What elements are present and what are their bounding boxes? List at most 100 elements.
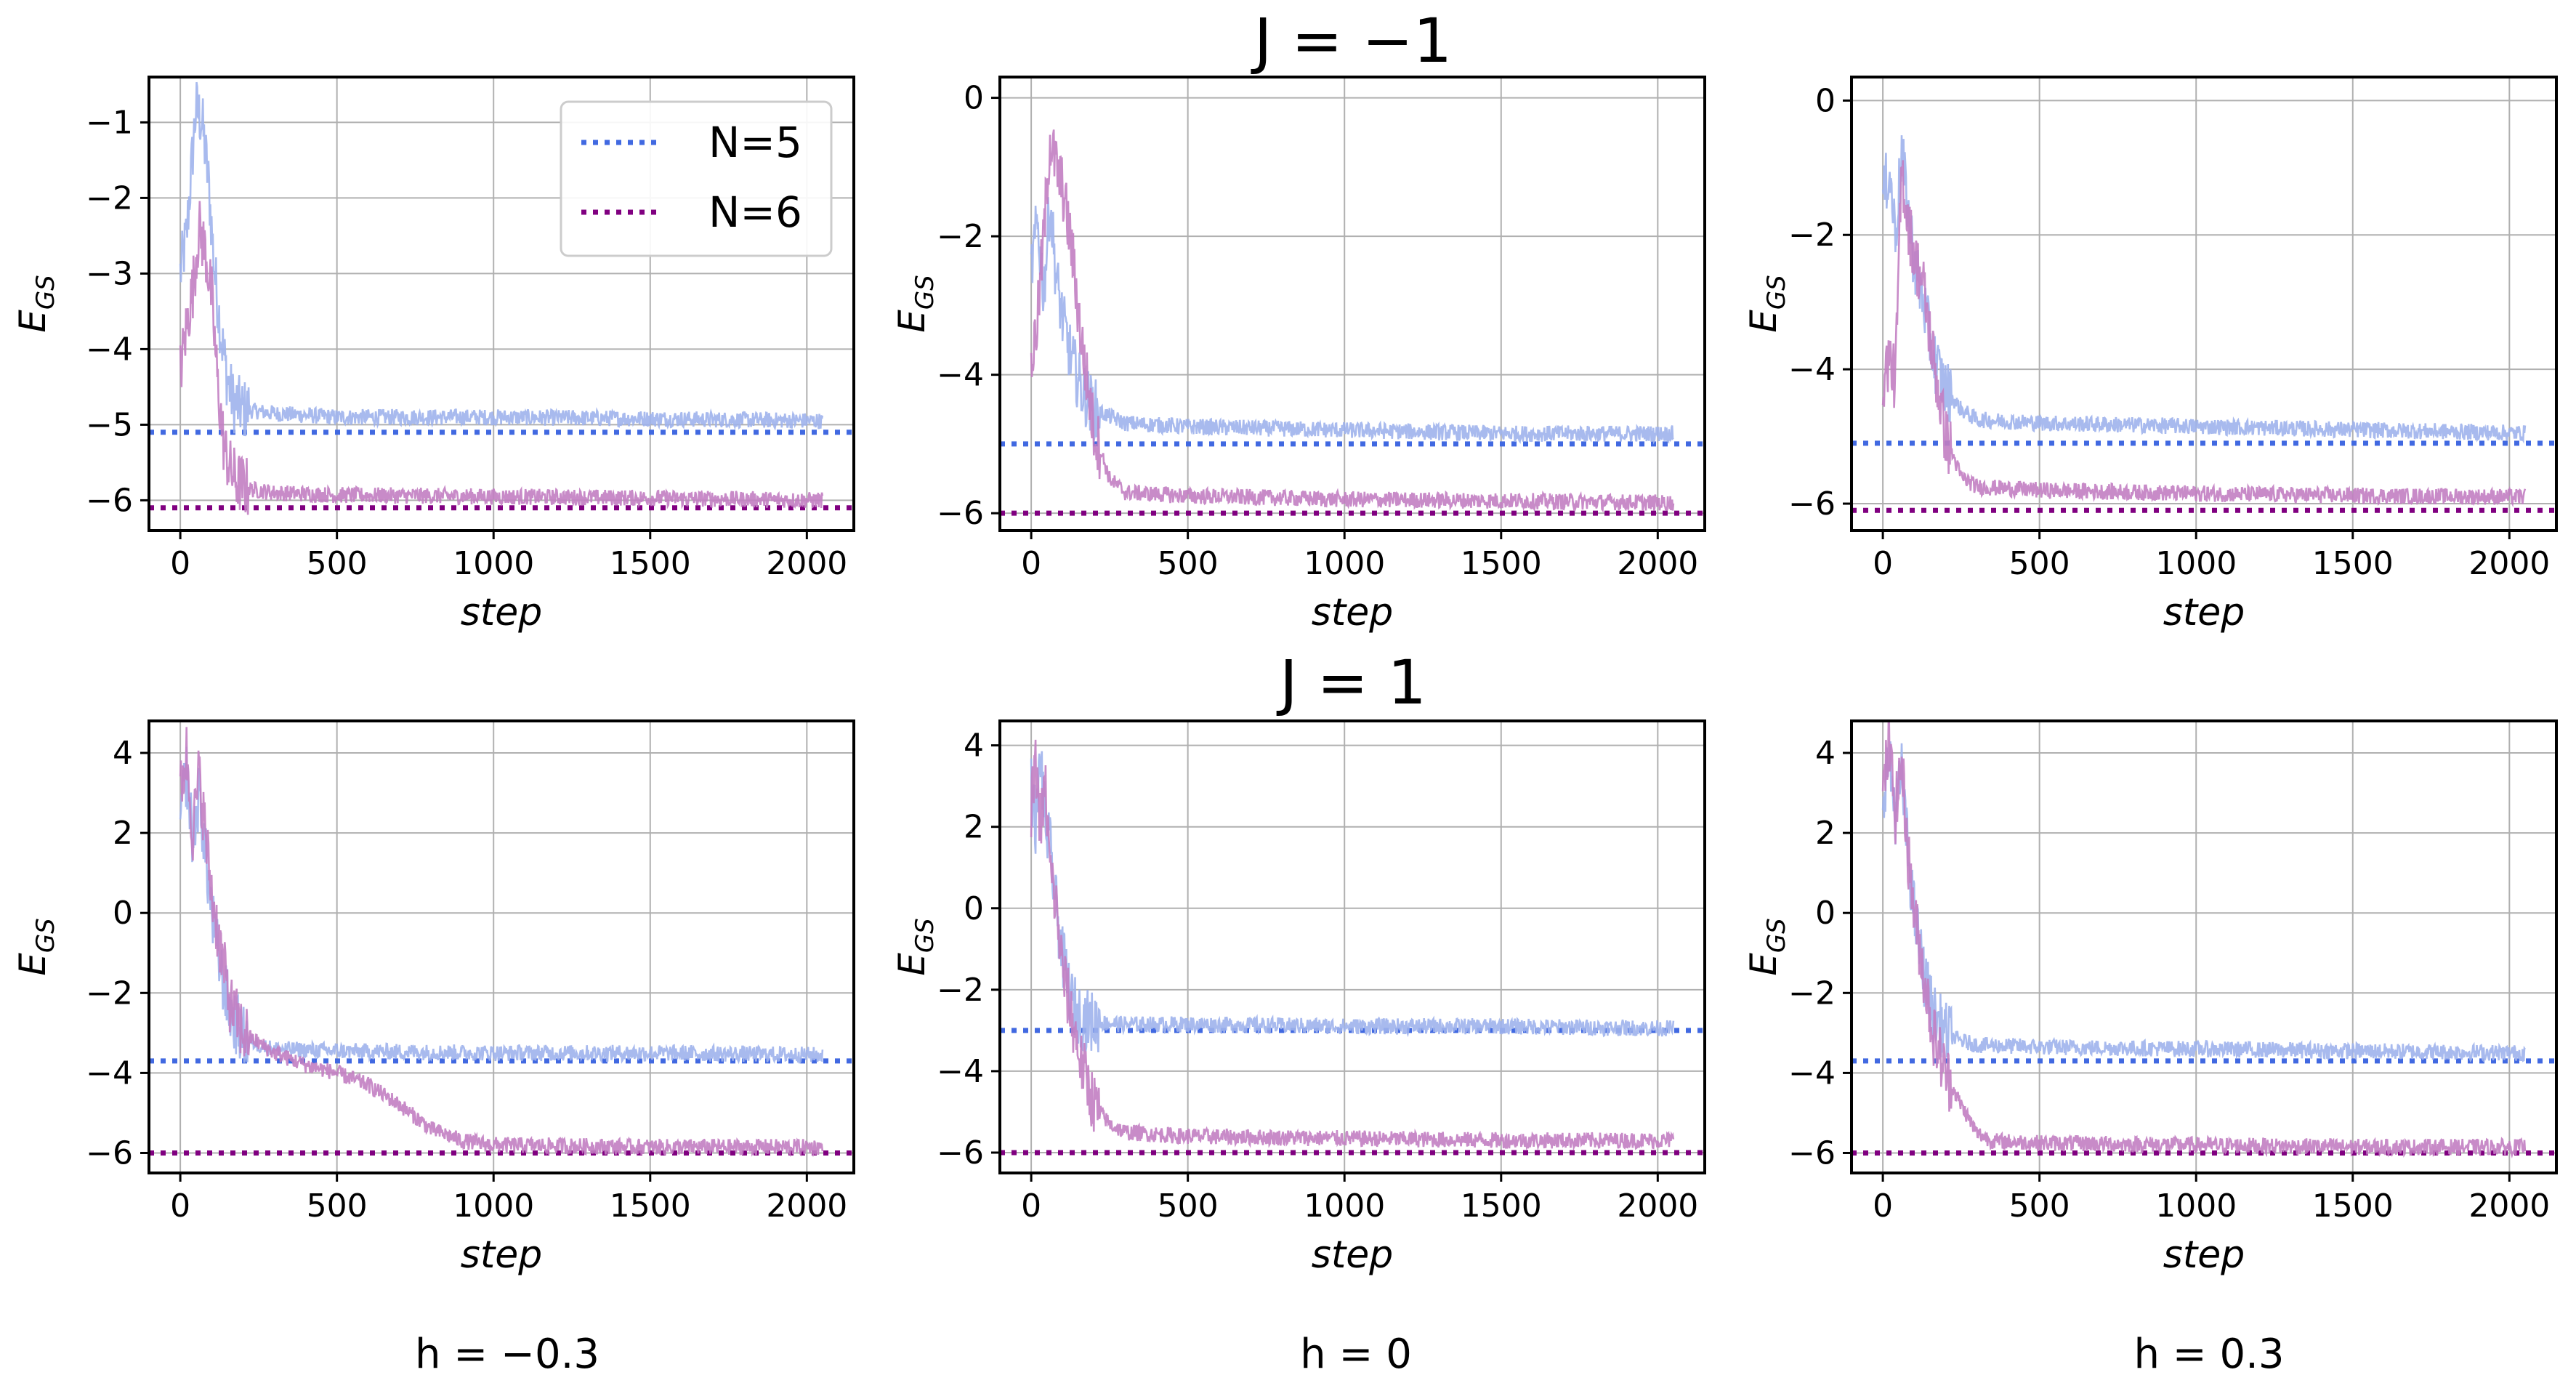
- y-tick-label: −4: [937, 1053, 984, 1090]
- x-tick-label: 0: [170, 1188, 190, 1225]
- x-tick-label: 500: [1158, 545, 1219, 582]
- y-tick-label: −4: [937, 357, 984, 394]
- y-axis-label-subscript: GS: [31, 275, 60, 310]
- y-tick-label: 4: [1815, 735, 1836, 772]
- x-tick-label: 2000: [766, 545, 847, 582]
- y-tick-label: −6: [1788, 1134, 1836, 1172]
- y-axis-label: EGS: [891, 275, 940, 333]
- x-tick-label: 2000: [2468, 545, 2550, 582]
- y-tick-label: 4: [964, 727, 984, 765]
- panel-2: 0 500 1000 1500 2000 0 −2 −4 −6 step EGS: [891, 76, 1706, 634]
- plot-frame: [1850, 719, 2558, 1174]
- x-axis-label: step: [461, 591, 542, 634]
- x-tick-label: 500: [307, 545, 368, 582]
- series-line-n5: [1030, 197, 1674, 445]
- x-tick-label: 2000: [1617, 545, 1698, 582]
- series-line-n6: [179, 727, 824, 1158]
- y-axis-label-subscript: GS: [1762, 918, 1791, 953]
- series-line-n5: [1881, 741, 2526, 1063]
- y-axis-label: EGS: [12, 275, 60, 333]
- y-tick-label: −2: [86, 180, 133, 217]
- x-axis-label: step: [461, 1233, 542, 1277]
- y-axis-label: EGS: [1743, 275, 1791, 333]
- y-tick-label: −6: [1788, 485, 1836, 523]
- x-tick-label: 0: [1021, 545, 1041, 582]
- y-tick-label: −5: [86, 406, 133, 443]
- y-tick-label: −2: [1788, 217, 1836, 254]
- x-tick-label: 1000: [453, 545, 534, 582]
- y-tick-label: −2: [86, 975, 133, 1012]
- row-title-top: J = −1: [1251, 5, 1452, 76]
- y-tick-label: 4: [113, 735, 133, 772]
- row-title-bottom: J = 1: [1276, 647, 1426, 718]
- x-tick-label: 1500: [1461, 1188, 1542, 1225]
- y-axis-label-subscript: GS: [911, 275, 940, 310]
- x-axis-label: step: [2163, 1233, 2245, 1277]
- x-tick-label: 1500: [1461, 545, 1542, 582]
- column-label-right: h = 0.3: [2133, 1331, 2284, 1378]
- series-line-n5: [1030, 751, 1675, 1053]
- y-tick-label: −6: [937, 495, 984, 532]
- x-tick-label: 2000: [1617, 1188, 1698, 1225]
- y-tick-label: −3: [86, 255, 133, 292]
- y-axis-label: EGS: [12, 918, 60, 976]
- series-line-n6: [179, 201, 824, 515]
- x-tick-label: 1000: [1304, 545, 1385, 582]
- y-tick-label: 0: [1815, 895, 1836, 932]
- x-tick-label: 0: [1873, 1188, 1893, 1225]
- x-tick-label: 1500: [2312, 545, 2394, 582]
- series-line-n5: [179, 81, 824, 437]
- x-tick-label: 1500: [610, 1188, 691, 1225]
- y-axis-label-subscript: GS: [911, 918, 940, 953]
- series-line-n5: [179, 746, 824, 1065]
- plot-frame: [998, 76, 1706, 532]
- x-tick-label: 0: [1873, 545, 1893, 582]
- plot-frame: [148, 76, 855, 532]
- x-tick-label: 500: [2009, 545, 2070, 582]
- y-tick-label: −2: [937, 972, 984, 1009]
- y-axis-label-subscript: GS: [31, 918, 60, 953]
- x-axis-label: step: [1312, 591, 1393, 634]
- series-line-n6: [1030, 129, 1675, 513]
- x-tick-label: 1000: [2155, 1188, 2237, 1225]
- y-tick-label: −4: [1788, 351, 1836, 388]
- y-tick-label: −6: [86, 1134, 133, 1172]
- x-tick-label: 1000: [1304, 1188, 1385, 1225]
- panel-1: 0 500 1000 1500 2000 −1 −2 −3 −4 −5 −6 step EGS: [12, 76, 855, 634]
- y-axis-label-subscript: GS: [1762, 275, 1791, 310]
- x-axis-label: step: [2163, 591, 2245, 634]
- y-axis-label: EGS: [1743, 918, 1791, 976]
- y-tick-label: −2: [937, 218, 984, 255]
- y-tick-label: 2: [964, 809, 984, 846]
- plot-frame: [1850, 76, 2558, 532]
- y-tick-label: −6: [937, 1134, 984, 1172]
- x-tick-label: 1500: [610, 545, 691, 582]
- y-tick-label: 0: [964, 80, 984, 117]
- x-tick-label: 500: [307, 1188, 368, 1225]
- series-line-n5: [1881, 135, 2527, 444]
- y-tick-label: 0: [1815, 82, 1836, 119]
- x-tick-label: 500: [1158, 1188, 1219, 1225]
- x-tick-label: 500: [2009, 1188, 2070, 1225]
- x-tick-label: 1000: [2155, 545, 2237, 582]
- x-tick-label: 0: [1021, 1188, 1041, 1225]
- y-tick-label: −4: [1788, 1055, 1836, 1092]
- x-tick-label: 0: [170, 545, 190, 582]
- x-tick-label: 1000: [453, 1188, 534, 1225]
- legend: N=5N=6: [560, 100, 833, 257]
- y-tick-label: 0: [113, 895, 133, 932]
- plot-frame: [998, 719, 1706, 1174]
- y-tick-label: −2: [1788, 975, 1836, 1012]
- legend-label-n6: N=6: [708, 188, 802, 237]
- legend-label-n5: N=5: [708, 118, 802, 167]
- series-line-n6: [1030, 739, 1675, 1151]
- x-tick-label: 1500: [2312, 1188, 2394, 1225]
- y-tick-label: −6: [86, 482, 133, 519]
- y-tick-label: 2: [1815, 815, 1836, 852]
- y-tick-label: 0: [964, 890, 984, 927]
- panel-4: 0 500 1000 1500 2000 4 2 0 −2 −4 −6 step EGS: [12, 719, 855, 1277]
- series-line-n6: [1881, 160, 2527, 508]
- series-line-n6: [1881, 720, 2527, 1159]
- x-tick-label: 2000: [766, 1188, 847, 1225]
